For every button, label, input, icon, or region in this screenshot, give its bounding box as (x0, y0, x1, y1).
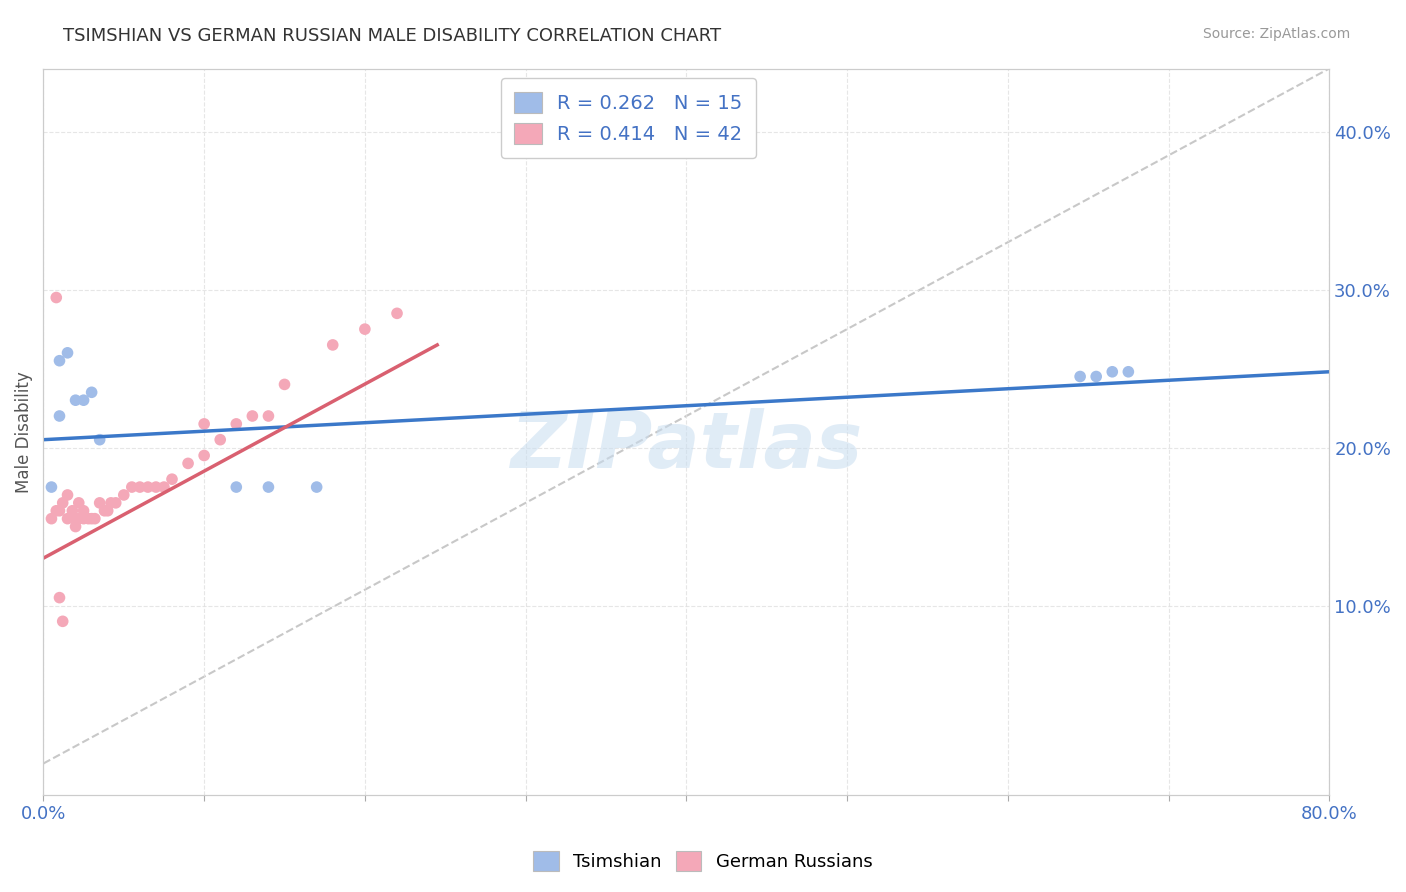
Point (322, 338, 344, 352)
Point (67, 511, 90, 525)
Legend: Tsimshian, German Russians: Tsimshian, German Russians (526, 844, 880, 879)
Point (112, 488, 135, 502)
Point (56, 346, 79, 360)
Point (100, 496, 122, 510)
Point (1085, 369, 1108, 384)
Point (273, 377, 295, 392)
Point (72, 393, 94, 408)
Point (45, 291, 67, 305)
Point (93, 504, 115, 518)
Point (385, 306, 408, 320)
Point (225, 417, 247, 431)
Text: ZIPatlas: ZIPatlas (510, 409, 862, 484)
Point (240, 409, 263, 423)
Point (60, 504, 83, 518)
Point (97, 504, 120, 518)
Point (145, 480, 167, 494)
Point (354, 322, 377, 336)
Point (41, 480, 63, 494)
Point (89, 433, 111, 447)
Point (89, 496, 111, 510)
Point (1101, 365, 1123, 379)
Point (77, 511, 100, 525)
Point (48, 591, 70, 605)
Text: Source: ZipAtlas.com: Source: ZipAtlas.com (1202, 27, 1350, 41)
Y-axis label: Male Disability: Male Disability (15, 371, 32, 492)
Point (72, 511, 94, 525)
Point (52, 496, 75, 510)
Point (1069, 369, 1091, 384)
Point (48, 409, 70, 423)
Point (193, 449, 215, 463)
Text: TSIMSHIAN VS GERMAN RUSSIAN MALE DISABILITY CORRELATION CHART: TSIMSHIAN VS GERMAN RUSSIAN MALE DISABIL… (63, 27, 721, 45)
Point (177, 456, 200, 470)
Point (56, 511, 79, 525)
Point (56, 488, 79, 502)
Point (65, 393, 87, 408)
Point (104, 496, 127, 510)
Point (128, 480, 150, 494)
Point (225, 480, 247, 494)
Point (160, 472, 183, 486)
Point (65, 511, 87, 525)
Point (80, 511, 103, 525)
Point (193, 417, 215, 431)
Point (257, 480, 280, 494)
Point (45, 504, 67, 518)
Legend: R = 0.262   N = 15, R = 0.414   N = 42: R = 0.262 N = 15, R = 0.414 N = 42 (501, 78, 756, 158)
Point (136, 480, 159, 494)
Point (52, 615, 75, 629)
Point (48, 504, 70, 518)
Point (257, 409, 280, 423)
Point (72, 504, 94, 518)
Point (83, 511, 105, 525)
Point (153, 480, 176, 494)
Point (65, 519, 87, 533)
Point (121, 480, 143, 494)
Point (80, 385, 103, 400)
Point (1118, 365, 1140, 379)
Point (48, 353, 70, 368)
Point (305, 480, 328, 494)
Point (67, 496, 90, 510)
Point (209, 433, 232, 447)
Point (41, 511, 63, 525)
